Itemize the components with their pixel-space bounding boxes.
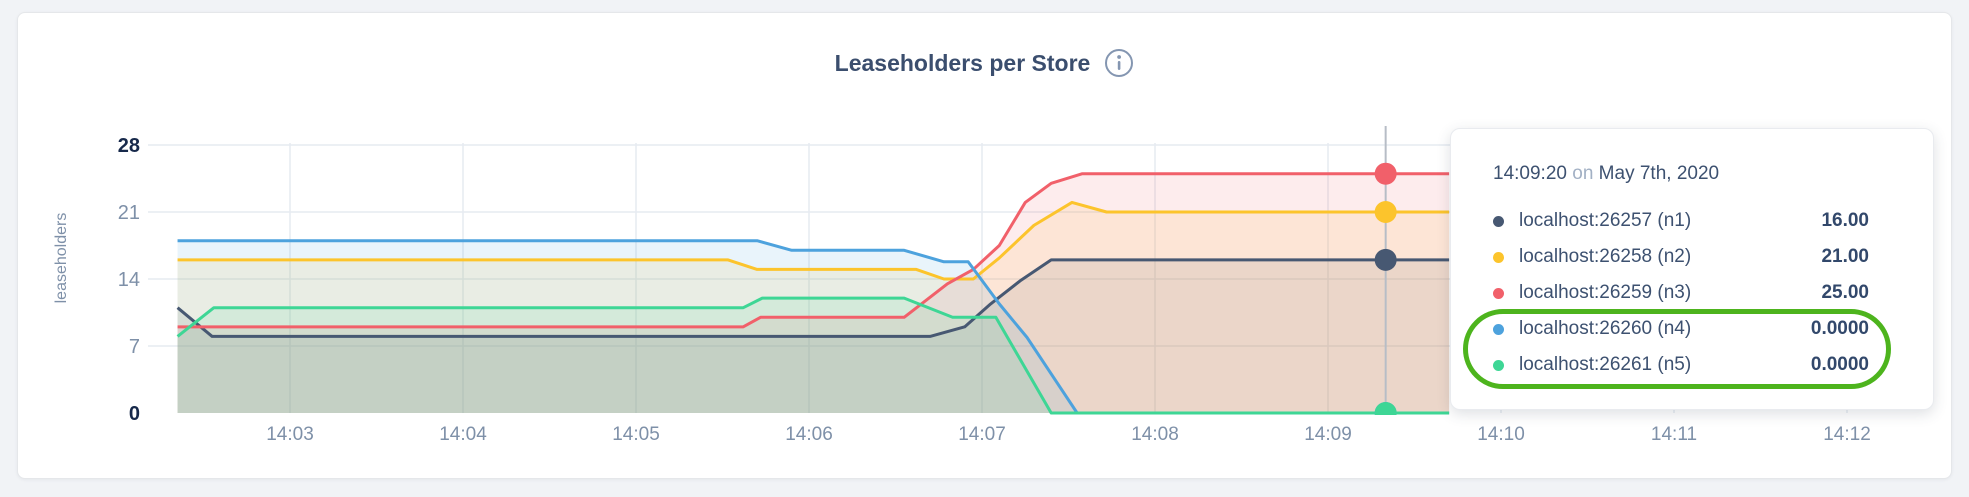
series-layer (176, 126, 1450, 415)
tooltip-time: 14:09:20 (1493, 163, 1567, 184)
tooltip-date: May 7th, 2020 (1598, 163, 1720, 184)
y-tick-label-0: 0 (129, 403, 140, 425)
x-tick-label-14:06: 14:06 (785, 424, 833, 445)
hover-dot-n5 (1374, 402, 1397, 415)
series-line-n2 (177, 200, 1450, 281)
series-line-n5 (176, 296, 1450, 415)
x-tick-label-14:07: 14:07 (958, 424, 1006, 445)
series-value: 16.00 (1821, 210, 1869, 231)
series-label: localhost:26261 (n5) (1519, 354, 1692, 375)
tooltip-row-n2: localhost:26258 (n2) 21.00 (1493, 239, 1869, 275)
series-area-n3 (177, 173, 1450, 413)
y-tick-label-7: 7 (129, 336, 140, 358)
y-tick-label-28: 28 (118, 135, 140, 157)
series-value: 25.00 (1821, 282, 1869, 303)
chart-title: Leaseholders per Store (834, 49, 1091, 76)
x-tick-label-14:05: 14:05 (612, 424, 660, 445)
hover-tooltip: 14:09:20 on May 7th, 2020 localhost:2625… (1450, 128, 1934, 410)
series-line-n4 (177, 239, 1450, 415)
series-area-n4 (177, 240, 1450, 413)
hover-dot-n2 (1374, 201, 1397, 223)
x-tick-label-14:09: 14:09 (1304, 424, 1352, 445)
tooltip-connector: on (1572, 163, 1594, 184)
y-tick-label-21: 21 (118, 202, 140, 224)
series-dot-n3 (1493, 287, 1504, 299)
series-value: 0.0000 (1810, 318, 1869, 339)
series-dot-n1 (1493, 215, 1504, 227)
series-label: localhost:26259 (n3) (1519, 282, 1692, 303)
tooltip-row-n1: localhost:26257 (n1) 16.00 (1493, 203, 1869, 239)
series-label: localhost:26257 (n1) (1519, 210, 1692, 231)
y-tick-label-14: 14 (118, 269, 140, 291)
tooltip-row-n5: localhost:26261 (n5) 0.0000 (1493, 347, 1869, 383)
x-tick-label-14:11: 14:11 (1651, 424, 1697, 445)
x-tick-label-14:08: 14:08 (1131, 424, 1179, 445)
series-value: 0.0000 (1810, 354, 1869, 375)
series-dot-n5 (1493, 359, 1504, 371)
info-icon[interactable] (1104, 48, 1134, 78)
y-axis-title: leaseholders (53, 212, 70, 304)
series-area-n2 (177, 202, 1450, 413)
series-value: 21.00 (1821, 246, 1869, 267)
tooltip-row-n4: localhost:26260 (n4) 0.0000 (1493, 311, 1869, 347)
tooltip-timestamp: 14:09:20 on May 7th, 2020 (1493, 163, 1869, 193)
chart-header: Leaseholders per Store (0, 48, 1969, 78)
x-tick-label-14:03: 14:03 (266, 424, 314, 445)
series-label: localhost:26258 (n2) (1519, 246, 1692, 267)
hover-dot-n3 (1374, 162, 1397, 185)
series-line-n1 (176, 258, 1450, 338)
x-tick-label-14:10: 14:10 (1477, 424, 1525, 445)
tooltip-row-n3: localhost:26259 (n3) 25.00 (1493, 275, 1869, 311)
series-dot-n4 (1493, 323, 1504, 335)
x-tick-label-14:04: 14:04 (439, 424, 487, 445)
series-dot-n2 (1493, 251, 1504, 263)
hover-dot-n1 (1374, 248, 1397, 271)
series-label: localhost:26260 (n4) (1519, 318, 1692, 339)
x-tick-label-14:12: 14:12 (1823, 424, 1871, 445)
